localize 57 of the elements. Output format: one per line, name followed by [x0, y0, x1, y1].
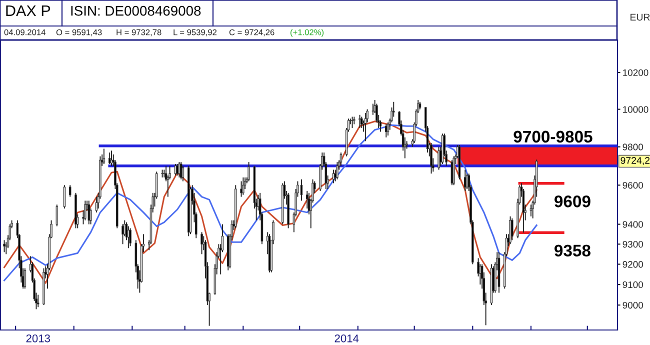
candlestick — [511, 218, 514, 241]
candlestick — [351, 116, 354, 128]
candlestick — [200, 232, 203, 255]
candlestick — [178, 162, 180, 178]
candlestick — [360, 116, 363, 128]
candlestick — [248, 162, 250, 182]
candlestick — [180, 162, 182, 180]
text: (+1.02%) — [290, 29, 324, 37]
annotation: 9724,2 — [620, 156, 650, 166]
candlestick — [464, 169, 466, 192]
candlestick — [358, 114, 361, 128]
candlestick — [95, 196, 98, 213]
candlestick — [340, 152, 342, 166]
text: 04.09.2014 — [4, 29, 46, 36]
candlestick — [102, 148, 106, 164]
text: L = 9539,92 — [174, 29, 217, 36]
candlestick — [242, 176, 244, 196]
x-tick-label: 2013 — [26, 334, 50, 342]
y-tick-label: 9000 — [622, 302, 643, 309]
chart-subtitle: ISIN: DE0008469008 — [71, 6, 201, 16]
y-axis-title: EUR — [630, 14, 650, 21]
candlestick — [161, 169, 164, 178]
text: C = 9724,26 — [229, 29, 274, 36]
candlestick — [336, 162, 338, 180]
candlestick — [3, 240, 6, 253]
series-label: 9358 — [554, 244, 590, 257]
x-tick-label: 2014 — [334, 334, 359, 342]
y-tick-label: 10200 — [623, 69, 648, 76]
candlestick — [88, 200, 90, 225]
y-tick-label: 9400 — [622, 221, 643, 228]
chart-title: DAX P — [6, 5, 50, 16]
candlestick — [430, 142, 432, 174]
candlestick — [127, 226, 130, 249]
text: H = 9732,78 — [116, 29, 162, 36]
candlestick — [84, 200, 86, 221]
candlestick — [372, 103, 374, 116]
candlestick — [176, 163, 178, 176]
candlestick — [36, 294, 40, 308]
series-label: 9609 — [554, 196, 590, 208]
candlestick — [530, 204, 532, 217]
text: O = 9591,43 — [56, 29, 102, 36]
candlestick — [108, 152, 111, 164]
candlestick — [240, 180, 242, 198]
candlestick — [163, 169, 166, 178]
y-tick-label: 9300 — [622, 240, 643, 248]
y-tick-label: 10000 — [623, 106, 648, 113]
y-tick-label: 9100 — [622, 281, 643, 288]
candlestick — [56, 204, 58, 227]
candlestick — [68, 184, 72, 198]
y-tick-label: 9800 — [622, 144, 643, 150]
y-tick-label: 9600 — [622, 182, 643, 189]
candlestick — [438, 146, 440, 170]
candlestick — [129, 228, 132, 247]
band-label: 9700-9805 — [514, 130, 592, 143]
candlestick — [509, 216, 512, 245]
y-tick-label: 9200 — [622, 261, 643, 268]
candlestick — [122, 224, 124, 245]
